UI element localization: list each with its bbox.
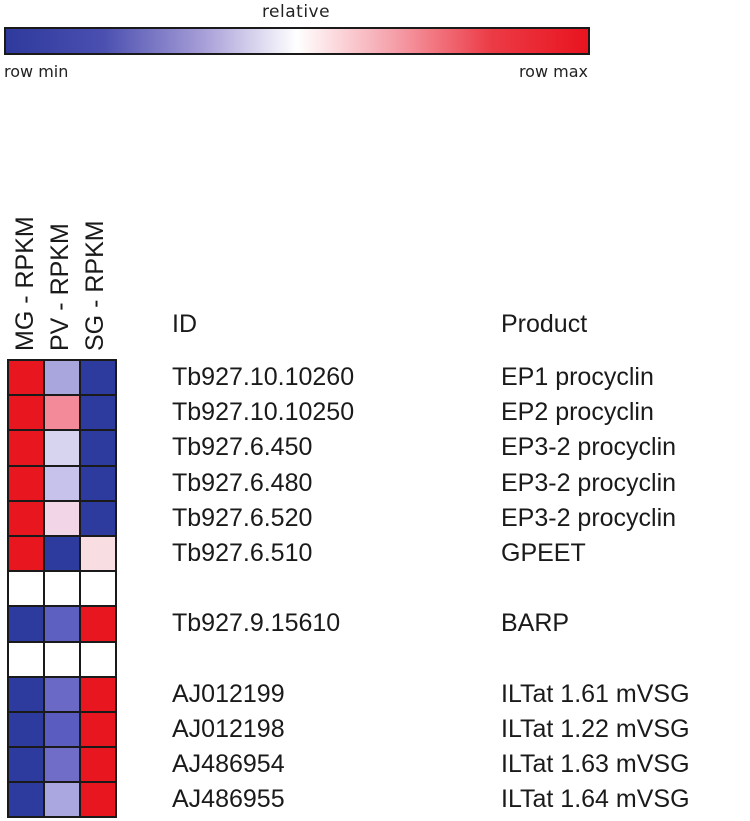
heatmap-row (9, 748, 117, 784)
heatmap-cell (9, 677, 45, 713)
row-id-label: Tb927.6.520 (172, 503, 313, 532)
heatmap-row (9, 361, 117, 397)
row-product-label: ILTat 1.64 mVSG (501, 785, 690, 814)
heatmap-cell (81, 536, 117, 573)
row-id-label: Tb927.10.10250 (172, 398, 355, 427)
heatmap-row (9, 607, 117, 643)
row-id-label: Tb927.6.450 (172, 433, 313, 462)
heatmap-cell (9, 501, 45, 537)
heatmap-cell (45, 572, 81, 608)
row-id-label: Tb927.6.510 (172, 539, 313, 567)
heatmap-cell (45, 396, 81, 432)
heatmap-cell (81, 677, 117, 713)
heatmap-cell (81, 783, 117, 819)
id-column-header: ID (172, 310, 197, 338)
row-product-label: ILTat 1.61 mVSG (501, 679, 690, 708)
heatmap-cell (81, 466, 117, 502)
heatmap-cell (45, 431, 81, 467)
row-id-label: AJ012198 (172, 715, 285, 743)
row-product-label: EP2 procyclin (501, 398, 654, 427)
heatmap-cell (81, 431, 117, 467)
heatmap-row (9, 536, 117, 573)
heatmap-cell (9, 642, 45, 678)
row-product-label: EP1 procyclin (501, 363, 654, 391)
heatmap-cell (81, 572, 117, 608)
column-header-sg: SG - RPKM (79, 220, 115, 351)
heatmap-cell (81, 361, 117, 397)
row-id-label: AJ486954 (172, 750, 285, 779)
heatmap-cell (45, 361, 81, 397)
heatmap-row (9, 677, 117, 713)
heatmap-cell (81, 748, 117, 784)
row-id-label: Tb927.10.10260 (172, 363, 355, 391)
heatmap-cell (9, 748, 45, 784)
row-id-label: AJ486955 (172, 785, 285, 814)
heatmap-grid (7, 359, 117, 819)
heatmap-cell (45, 748, 81, 784)
color-scale-bar (4, 27, 590, 55)
heatmap-cell (9, 572, 45, 608)
heatmap-cell (9, 536, 45, 573)
heatmap-cell (9, 396, 45, 432)
row-product-label: EP3-2 procyclin (501, 433, 677, 462)
heatmap-cell (81, 396, 117, 432)
legend-min-label: row min (4, 62, 69, 81)
row-product-label: BARP (501, 609, 570, 638)
column-header-label: MG - RPKM (11, 216, 39, 351)
heatmap-cell (9, 361, 45, 397)
heatmap-row (9, 712, 117, 749)
heatmap-cell (9, 712, 45, 749)
heatmap-row (9, 501, 117, 537)
row-id-label: AJ012199 (172, 679, 285, 708)
heatmap-cell (45, 783, 81, 819)
heatmap-row (9, 431, 117, 467)
heatmap-cell (45, 642, 81, 678)
column-header-pv: PV - RPKM (44, 223, 80, 351)
heatmap-cell (45, 501, 81, 537)
product-column-header: Product (501, 310, 588, 338)
heatmap-row (9, 396, 117, 432)
heatmap-cell (45, 607, 81, 643)
heatmap-cell (81, 501, 117, 537)
column-header-mg: MG - RPKM (9, 216, 45, 351)
column-header-label: SG - RPKM (81, 220, 109, 351)
legend-title: relative (261, 2, 331, 22)
row-product-label: EP3-2 procyclin (501, 503, 677, 532)
heatmap-cell (45, 712, 81, 749)
legend-max-label: row max (518, 62, 588, 81)
row-product-label: GPEET (501, 539, 586, 567)
row-product-label: ILTat 1.63 mVSG (501, 750, 690, 779)
heatmap-cell (9, 783, 45, 819)
heatmap-cell (81, 607, 117, 643)
row-product-label: ILTat 1.22 mVSG (501, 715, 690, 743)
row-product-label: EP3-2 procyclin (501, 468, 677, 497)
heatmap-cell (81, 642, 117, 678)
column-header-label: PV - RPKM (46, 223, 74, 351)
heatmap-cell (45, 466, 81, 502)
heatmap-row (9, 466, 117, 502)
heatmap-cell (9, 466, 45, 502)
heatmap-row (9, 642, 117, 678)
heatmap-cell (81, 712, 117, 749)
heatmap-cell (45, 536, 81, 573)
row-id-label: Tb927.9.15610 (172, 609, 341, 638)
heatmap-cell (9, 431, 45, 467)
row-id-label: Tb927.6.480 (172, 468, 313, 497)
heatmap-cell (9, 607, 45, 643)
heatmap-row (9, 783, 117, 819)
heatmap-row (9, 572, 117, 608)
heatmap-cell (45, 677, 81, 713)
